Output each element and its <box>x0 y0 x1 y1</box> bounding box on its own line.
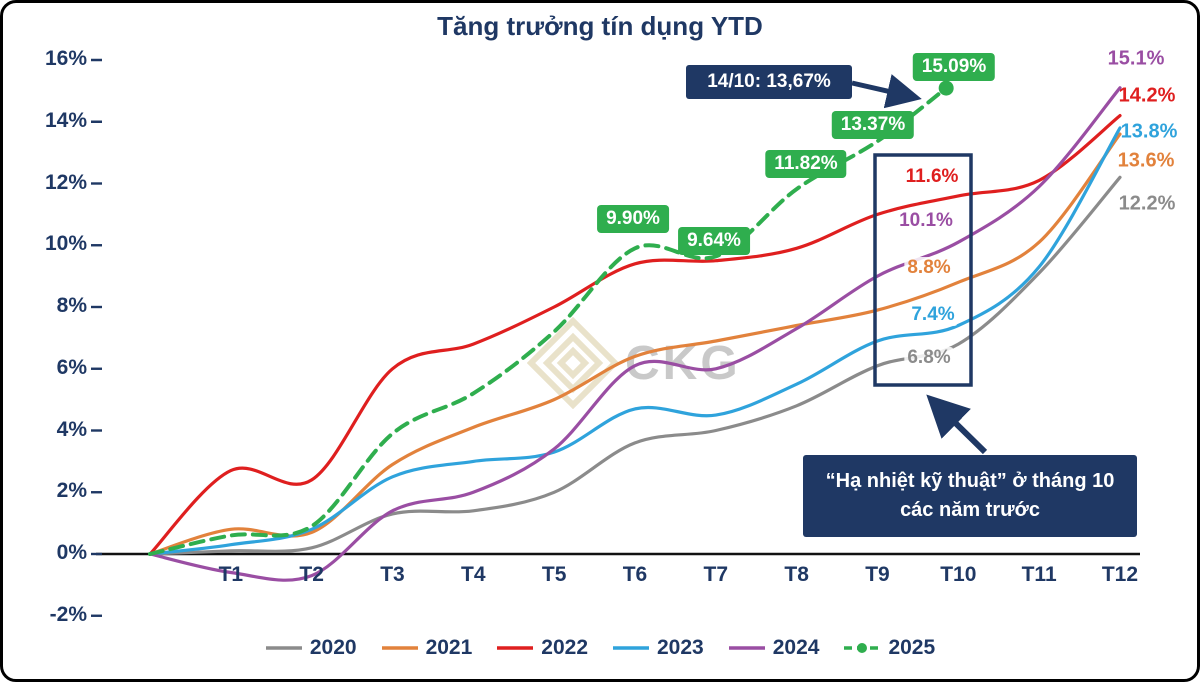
highlight-box <box>873 153 973 387</box>
legend-swatch-2025 <box>844 643 881 653</box>
green-value-label: 9.90% <box>597 205 669 233</box>
legend-label: 2020 <box>309 636 357 659</box>
y-axis-label: 4% <box>56 417 87 441</box>
chart-area: CKG 14/10: 13,67% “Hạ nhiệt kỹ thuật” ở … <box>3 3 1197 679</box>
legend-swatch-2021 <box>381 646 418 650</box>
end-value-label: 13.6% <box>1117 149 1175 172</box>
x-axis-label: T3 <box>380 563 405 586</box>
latest-point-2025 <box>938 80 954 96</box>
y-axis-label: -2% <box>49 602 87 626</box>
note-box: “Hạ nhiệt kỹ thuật” ở tháng 10 các năm t… <box>803 455 1137 537</box>
callout-arrow <box>851 74 922 109</box>
y-axis-label: 8% <box>56 294 87 317</box>
highlight-value-label: 11.6% <box>902 166 962 188</box>
highlight-value-label: 7.4% <box>908 304 958 326</box>
end-value-label: 12.2% <box>1118 192 1176 215</box>
series-line-2022 <box>148 114 1122 556</box>
legend-swatch-2024 <box>728 646 765 650</box>
y-axis-label: 16% <box>44 47 87 70</box>
note-arrow <box>926 394 988 455</box>
x-axis-label: T5 <box>541 563 567 586</box>
highlight-value-label: 6.8% <box>904 347 954 369</box>
legend-swatch-2022 <box>497 646 534 650</box>
legend-item-2025: 2025 <box>843 636 935 660</box>
series-line-2021 <box>148 132 1122 556</box>
x-axis-label: T1 <box>218 563 244 586</box>
x-axis-label: T11 <box>1021 563 1057 586</box>
legend-swatch-2020 <box>265 646 302 650</box>
note-line-2: các năm trước <box>900 499 1040 521</box>
callout-14-10: 14/10: 13,67% <box>686 65 852 99</box>
y-axis-label: 0% <box>56 541 87 564</box>
legend-item-2020: 2020 <box>265 636 357 660</box>
x-axis-label: T7 <box>703 563 729 586</box>
highlight-value-label: 8.8% <box>904 257 954 279</box>
legend-label: 2022 <box>541 636 588 659</box>
legend-label: 2023 <box>657 636 704 659</box>
series-line-2023 <box>148 126 1122 556</box>
end-value-label: 15.1% <box>1107 47 1165 70</box>
x-axis-label: T9 <box>865 563 890 586</box>
legend-item-2021: 2021 <box>381 636 473 660</box>
green-value-label: 15.09% <box>912 53 996 81</box>
green-value-label: 11.82% <box>765 150 847 178</box>
x-axis-label: T12 <box>1101 563 1139 586</box>
y-axis-label: 2% <box>56 479 87 503</box>
x-axis-label: T4 <box>461 563 486 586</box>
legend: 2020 2021 2022 2023 2024 2025 <box>3 636 1197 660</box>
legend-item-2022: 2022 <box>496 636 588 660</box>
series-line-2024 <box>148 86 1122 582</box>
legend-swatch-2023 <box>613 646 649 650</box>
highlight-value-label: 10.1% <box>896 210 956 232</box>
x-axis-label: T8 <box>784 563 809 586</box>
legend-item-2023: 2023 <box>612 636 704 660</box>
legend-label: 2021 <box>425 636 473 659</box>
legend-label: 2024 <box>772 636 820 659</box>
end-value-label: 13.8% <box>1120 120 1178 143</box>
y-axis-label: 10% <box>44 232 87 256</box>
legend-label: 2025 <box>888 636 936 659</box>
plot-svg <box>91 58 1140 617</box>
y-axis-label: 14% <box>44 108 87 132</box>
green-value-label: 9.64% <box>678 227 750 255</box>
end-value-label: 14.2% <box>1118 84 1176 107</box>
green-value-label: 13.37% <box>831 111 915 139</box>
chart-title: Tăng trưởng tín dụng YTD <box>437 11 763 41</box>
y-axis-label: 6% <box>56 355 87 379</box>
x-axis-label: T10 <box>940 563 977 586</box>
x-axis-label: T2 <box>299 563 324 586</box>
legend-item-2024: 2024 <box>728 636 820 660</box>
y-axis-label: 12% <box>44 170 87 194</box>
x-axis-label: T6 <box>622 563 648 586</box>
note-line-1: “Hạ nhiệt kỹ thuật” ở tháng 10 <box>825 470 1115 492</box>
